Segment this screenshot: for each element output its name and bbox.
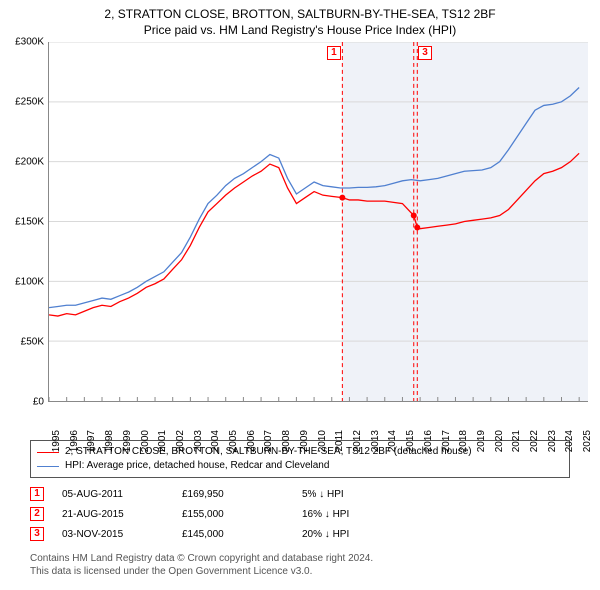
x-tick-label: 1999 xyxy=(122,430,133,452)
x-tick-label: 2000 xyxy=(140,430,151,452)
x-tick-label: 2025 xyxy=(582,430,593,452)
event-date: 21-AUG-2015 xyxy=(62,509,182,520)
legend-label: HPI: Average price, detached house, Redc… xyxy=(65,459,329,473)
x-tick-label: 2011 xyxy=(334,430,345,452)
event-row: 3 03-NOV-2015£145,00020% ↓ HPI xyxy=(30,524,570,544)
title-line-2: Price paid vs. HM Land Registry's House … xyxy=(0,22,600,38)
title-line-1: 2, STRATTON CLOSE, BROTTON, SALTBURN-BY-… xyxy=(0,6,600,22)
footer-line-1: Contains HM Land Registry data © Crown c… xyxy=(30,552,373,565)
event-price: £145,000 xyxy=(182,529,302,540)
y-tick-label: £250K xyxy=(15,97,44,108)
x-tick-label: 2021 xyxy=(511,430,522,452)
events-table: 1 05-AUG-2011£169,9505% ↓ HPI 2 21-AUG-2015… xyxy=(30,484,570,544)
event-delta: 16% ↓ HPI xyxy=(302,509,422,520)
chart-title-block: 2, STRATTON CLOSE, BROTTON, SALTBURN-BY-… xyxy=(0,0,600,38)
x-tick-label: 2024 xyxy=(564,430,575,452)
event-price: £155,000 xyxy=(182,509,302,520)
plot-svg xyxy=(49,42,588,401)
x-tick-label: 2006 xyxy=(246,430,257,452)
x-tick-label: 2007 xyxy=(263,430,274,452)
x-tick-label: 2003 xyxy=(193,430,204,452)
event-price: £169,950 xyxy=(182,489,302,500)
y-tick-label: £100K xyxy=(15,277,44,288)
x-tick-label: 2016 xyxy=(423,430,434,452)
event-marker-box: 1 xyxy=(327,46,341,60)
y-tick-label: £200K xyxy=(15,157,44,168)
event-delta: 20% ↓ HPI xyxy=(302,529,422,540)
y-tick-label: £50K xyxy=(21,337,44,348)
x-tick-label: 1996 xyxy=(69,430,80,452)
event-row: 1 05-AUG-2011£169,9505% ↓ HPI xyxy=(30,484,570,504)
x-tick-label: 2002 xyxy=(175,430,186,452)
event-row: 2 21-AUG-2015£155,00016% ↓ HPI xyxy=(30,504,570,524)
event-date: 05-AUG-2011 xyxy=(62,489,182,500)
x-tick-label: 2023 xyxy=(547,430,558,452)
footer-line-2: This data is licensed under the Open Gov… xyxy=(30,565,373,578)
x-tick-label: 2017 xyxy=(441,430,452,452)
x-tick-label: 2022 xyxy=(529,430,540,452)
x-tick-label: 2012 xyxy=(352,430,363,452)
x-tick-label: 1998 xyxy=(104,430,115,452)
event-marker-box: 3 xyxy=(418,46,432,60)
plot-area xyxy=(48,42,588,402)
x-tick-label: 2001 xyxy=(157,430,168,452)
x-tick-label: 2020 xyxy=(494,430,505,452)
y-tick-label: £0 xyxy=(33,397,44,408)
x-tick-label: 2009 xyxy=(299,430,310,452)
x-tick-label: 2018 xyxy=(458,430,469,452)
x-tick-label: 2014 xyxy=(387,430,398,452)
y-tick-label: £300K xyxy=(15,37,44,48)
x-tick-label: 1997 xyxy=(86,430,97,452)
x-tick-label: 2019 xyxy=(476,430,487,452)
event-number-box: 1 xyxy=(30,487,44,501)
x-tick-label: 2004 xyxy=(210,430,221,452)
event-number-box: 2 xyxy=(30,507,44,521)
x-tick-label: 2005 xyxy=(228,430,239,452)
chart-container: 2, STRATTON CLOSE, BROTTON, SALTBURN-BY-… xyxy=(0,0,600,590)
x-tick-label: 2015 xyxy=(405,430,416,452)
footer: Contains HM Land Registry data © Crown c… xyxy=(30,552,373,578)
legend-row: HPI: Average price, detached house, Redc… xyxy=(37,459,563,473)
y-tick-label: £150K xyxy=(15,217,44,228)
x-tick-label: 2013 xyxy=(370,430,381,452)
x-tick-label: 2010 xyxy=(317,430,328,452)
legend-swatch xyxy=(37,466,59,467)
event-delta: 5% ↓ HPI xyxy=(302,489,422,500)
event-number-box: 3 xyxy=(30,527,44,541)
x-tick-label: 1995 xyxy=(51,430,62,452)
event-date: 03-NOV-2015 xyxy=(62,529,182,540)
x-tick-label: 2008 xyxy=(281,430,292,452)
